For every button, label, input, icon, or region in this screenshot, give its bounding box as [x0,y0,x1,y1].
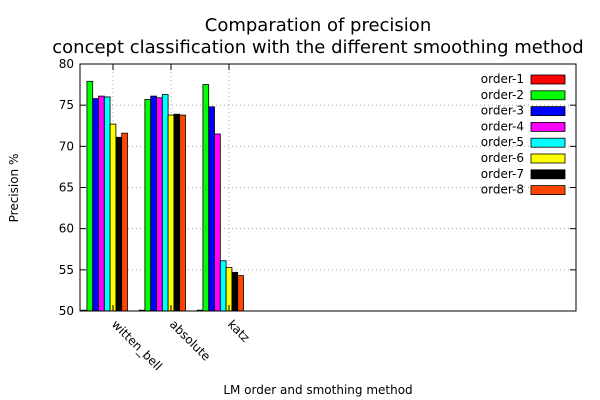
y-axis-label: Precision % [7,154,21,223]
bar-absolute-order-5 [161,94,169,312]
bar-absolute-order-2 [144,99,152,312]
bar-katz-order-2 [202,84,210,312]
bar-absolute-order-4 [156,97,163,312]
legend-label-order-7: order-7 [481,167,524,181]
legend-swatch-order-3 [530,106,566,116]
bar-katz-order-6 [225,266,233,312]
legend-swatch-order-6 [530,153,566,164]
bar-absolute-order-3 [150,95,157,312]
bar-witten_bell-order-7 [115,136,123,312]
y-tick-label-5: 75 [59,98,74,112]
y-tick-label-4: 70 [59,139,74,153]
legend-label-order-2: order-2 [481,88,524,102]
bar-witten_bell-order-5 [103,96,111,312]
legend-swatch-order-2 [530,90,566,101]
grid-lines [80,64,576,311]
bar-witten_bell-order-8 [121,132,128,312]
legend-label-order-1: order-1 [481,72,524,86]
legend-label-order-4: order-4 [481,119,524,133]
bar-witten_bell-order-2 [86,80,94,312]
y-tick-label-6: 80 [59,57,74,71]
legend-swatch-order-8 [530,185,566,196]
y-axis-ticks: 50 55 60 65 70 75 80 [59,57,576,318]
legend-swatch-order-5 [530,137,566,148]
bar-katz-order-4 [214,133,221,312]
bar-katz-order-7 [231,271,239,312]
legend-label-order-5: order-5 [481,135,524,149]
bar-katz-order-5 [219,260,227,312]
legend-label-order-3: order-3 [481,104,524,118]
bar-katz-order-3 [208,106,215,312]
bar-witten_bell-order-3 [92,98,99,312]
bar-absolute-order-8 [179,114,186,312]
y-tick-label-0: 50 [59,304,74,318]
legend-swatch-order-4 [530,122,566,132]
legend-label-order-6: order-6 [481,151,524,165]
chart-subtitle: concept classification with the differen… [52,37,583,58]
bar-absolute-order-7 [173,113,181,312]
legend-label-order-8: order-8 [481,183,524,197]
chart-title: Comparation of precision [205,15,431,36]
y-tick-label-3: 65 [59,181,74,195]
x-axis-label: LM order and smothing method [223,383,412,397]
bar-katz-order-8 [237,275,244,312]
bar-absolute-order-6 [167,114,175,312]
y-tick-label-1: 55 [59,263,74,277]
legend-swatch-order-7 [530,169,566,180]
bar-witten_bell-order-4 [98,95,105,312]
legend-swatch-order-1 [530,74,566,85]
y-tick-label-2: 60 [59,222,74,236]
bar-witten_bell-order-6 [109,123,117,312]
